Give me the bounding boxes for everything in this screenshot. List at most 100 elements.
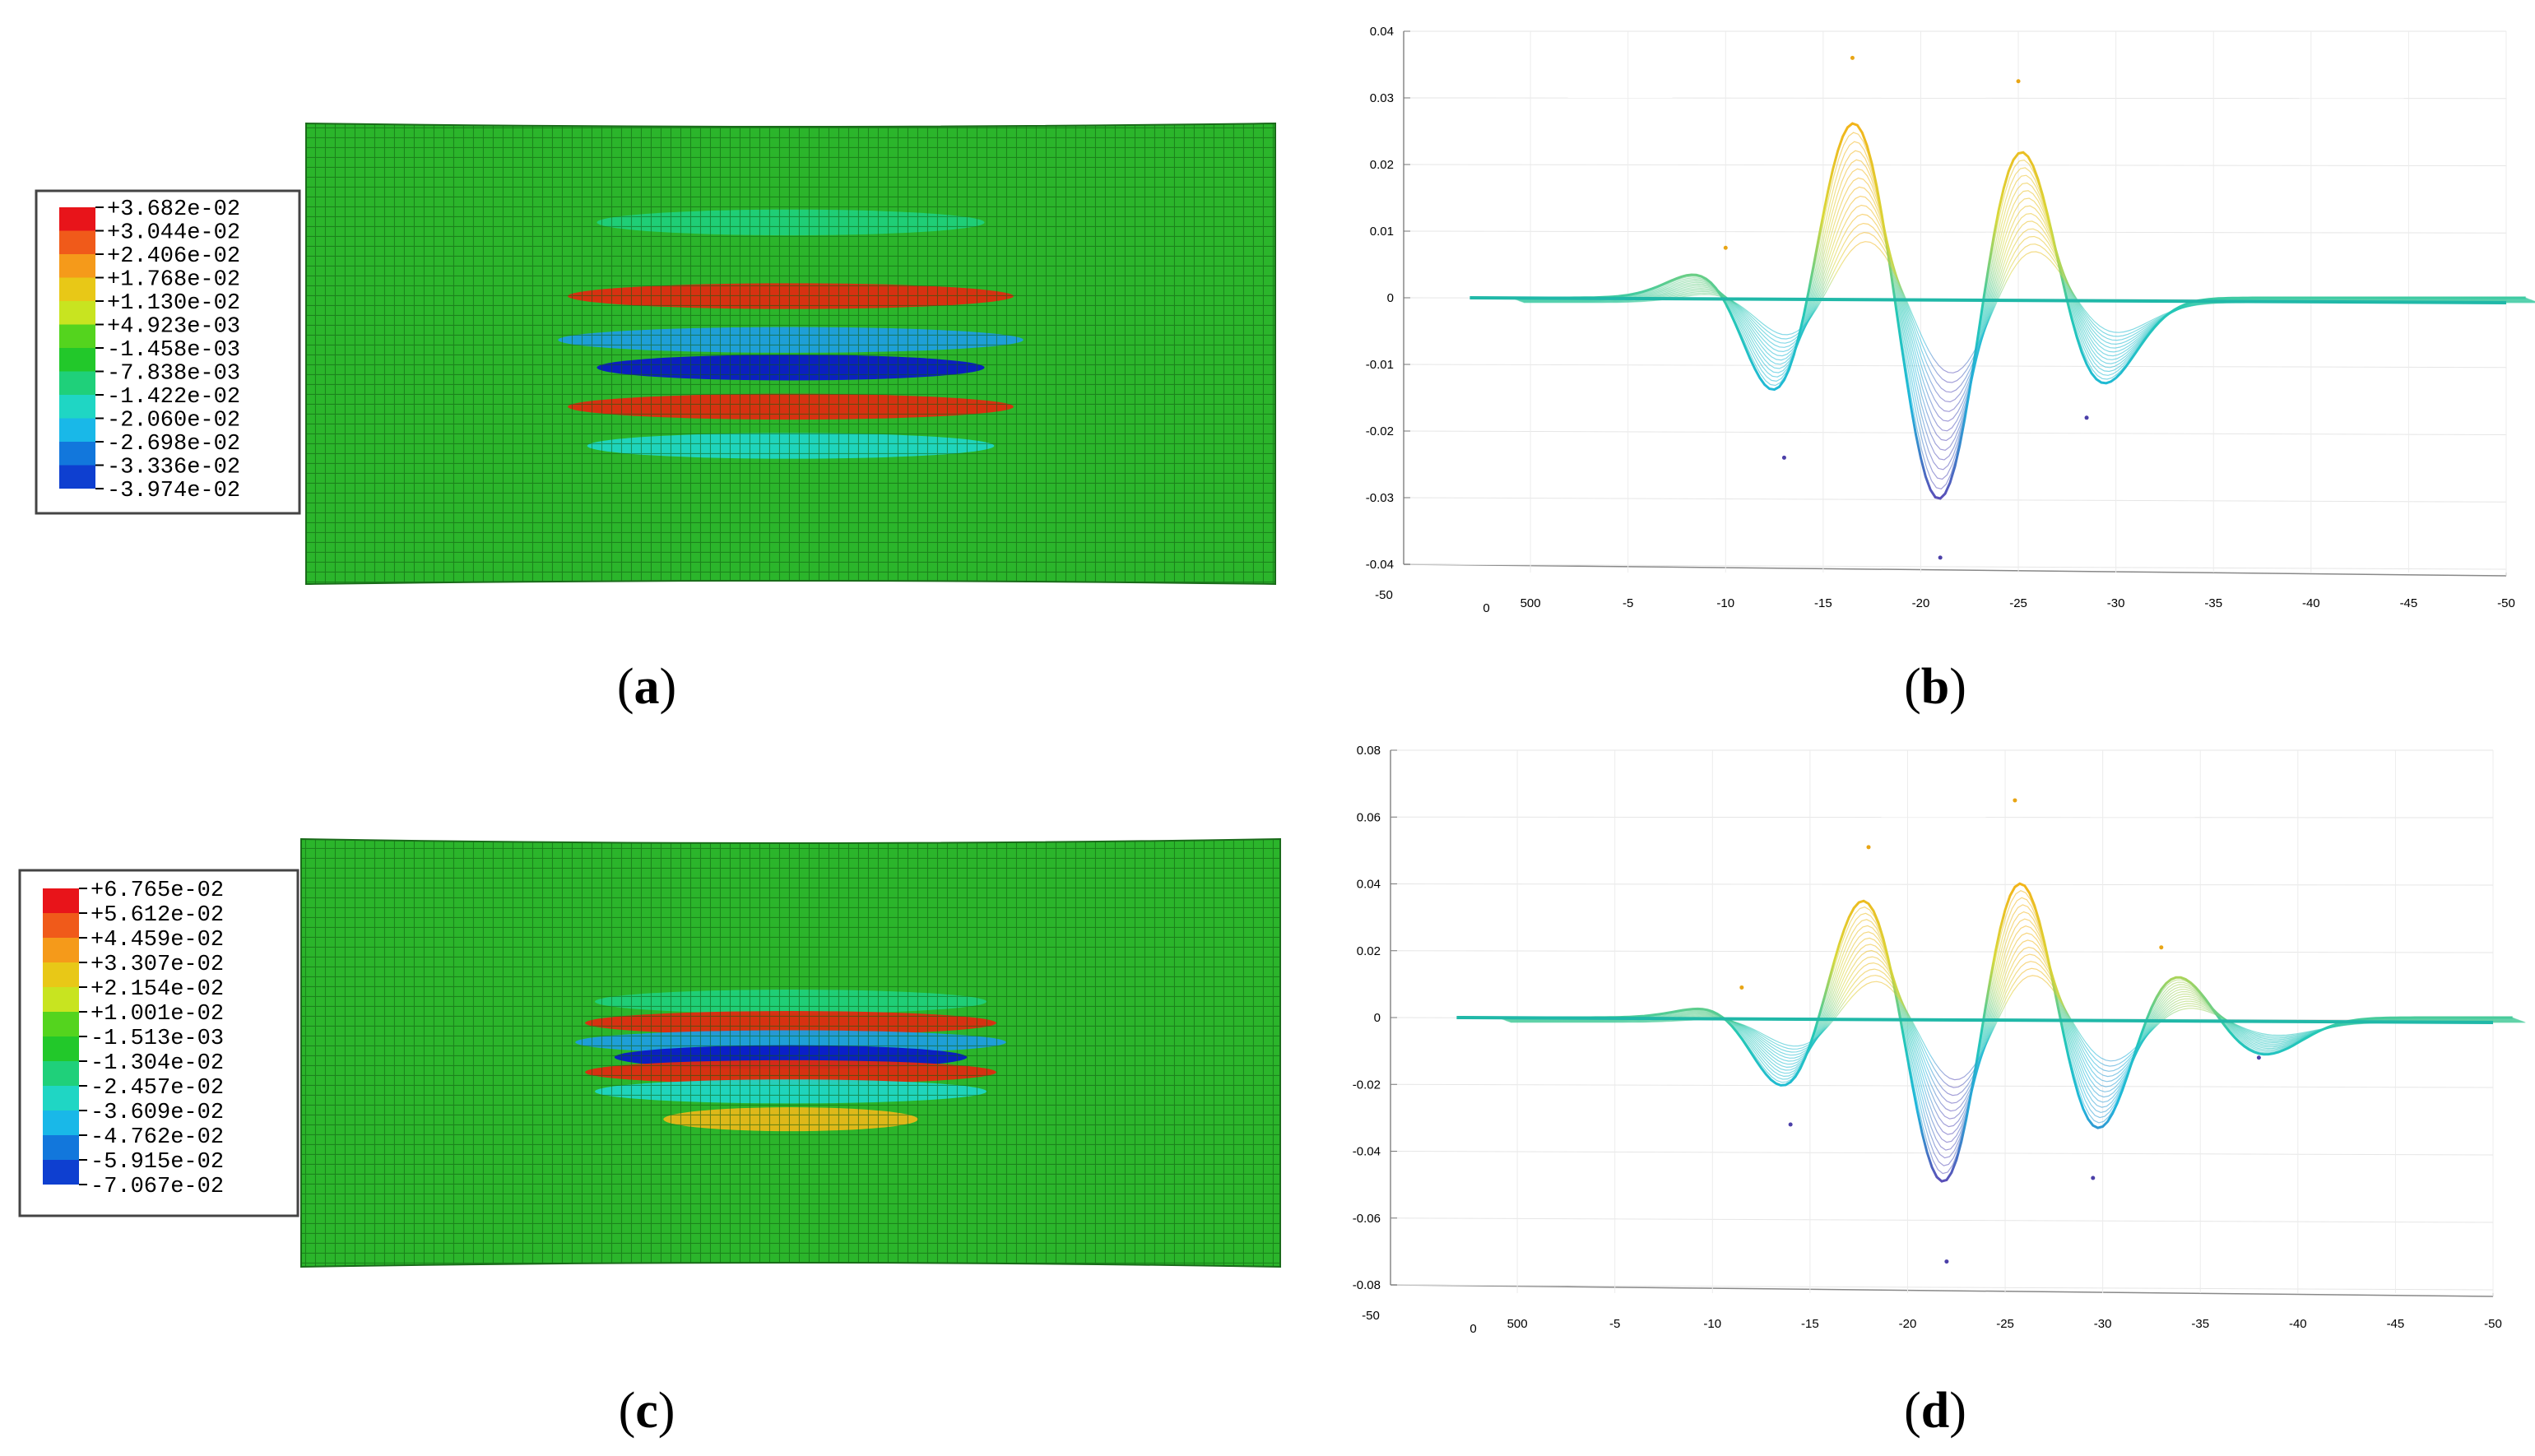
legend-swatch	[43, 913, 79, 938]
panel-a-legend: +3.682e-02+3.044e-02+2.406e-02+1.768e-02…	[35, 189, 301, 515]
legend-value: -3.974e-02	[107, 479, 240, 503]
mesh-grid	[306, 123, 1275, 584]
depth-tick-label: -50	[1362, 1309, 1380, 1323]
series-line	[1508, 961, 2523, 1097]
peak-point	[1850, 55, 1855, 60]
x-tick-label: -50	[2484, 1317, 2502, 1331]
mesh-grid	[301, 839, 1280, 1267]
series-line	[1515, 159, 2530, 461]
legend-swatch	[59, 324, 95, 348]
legend-value: -1.513e-03	[91, 1027, 224, 1051]
y-tick-label: 0.02	[1370, 158, 1394, 172]
baseline	[1469, 296, 2507, 304]
series-line	[1504, 932, 2520, 1128]
legend-swatch	[59, 207, 95, 231]
panel-b-surface-plot: 0.04 0.03 0.02 0.01 0 -0.01 -0.02 -0.03 -0.04 500…	[1366, 25, 2535, 615]
legend-swatch	[43, 1061, 79, 1086]
panel-d-surface-plot: 0.08 0.06 0.04 0.02 0 -0.02 -0.04 -0.06 -0.08 500…	[1353, 744, 2526, 1336]
y-tick-label: 0	[1374, 1011, 1381, 1025]
grid-line	[1403, 97, 2507, 100]
grid-line	[1403, 563, 2507, 570]
legend-value: +3.682e-02	[107, 197, 240, 222]
x-tick-label: -40	[2289, 1317, 2307, 1331]
legend-value: +1.768e-02	[107, 268, 240, 293]
x-tick-label: -30	[2094, 1317, 2112, 1331]
peak-point	[2091, 1175, 2096, 1180]
grid-line	[1403, 230, 2507, 234]
grid-line	[1390, 950, 2494, 953]
grid-line	[1390, 1083, 2494, 1088]
legend-swatch	[59, 348, 95, 372]
series-line	[1516, 168, 2531, 451]
y-tick-label: -0.06	[1353, 1212, 1381, 1226]
series-line	[1511, 975, 2526, 1081]
series-line	[1507, 953, 2523, 1104]
y-tick-label: 0.03	[1370, 91, 1394, 105]
series-line	[1503, 925, 2519, 1135]
peak-point	[2256, 1055, 2261, 1060]
peak-point	[2016, 79, 2021, 84]
y-tick-label: 0.02	[1357, 944, 1381, 958]
x-tick-label: -40	[2302, 596, 2320, 610]
series-line	[1521, 213, 2535, 403]
grid-line	[1390, 883, 2494, 886]
plate-outline	[300, 837, 1281, 1268]
grid-line	[1403, 497, 2507, 503]
legend-swatch	[59, 395, 95, 419]
series-line	[1511, 132, 2527, 489]
legend-swatch	[59, 254, 95, 278]
legend-swatch	[43, 938, 79, 962]
grid-line	[1403, 364, 2507, 369]
grid-line	[1403, 430, 2507, 435]
legend-swatch	[43, 1135, 79, 1160]
series-line	[1502, 911, 2517, 1151]
peak-point	[1739, 985, 1744, 990]
y-tick-label: -0.04	[1366, 558, 1394, 572]
depth-tick-label: 0	[1469, 1322, 1476, 1336]
legend-value: +1.001e-02	[91, 1002, 224, 1027]
series-line	[1514, 150, 2529, 471]
y-tick-label: 0.08	[1357, 744, 1381, 758]
series-line	[1512, 141, 2528, 480]
legend-value: -1.304e-02	[91, 1051, 224, 1076]
x-tick-label: -25	[1996, 1317, 2014, 1331]
x-tick-label: -15	[1814, 596, 1832, 610]
panel-c-legend: +6.765e-02+5.612e-02+4.459e-02+3.307e-02…	[18, 869, 299, 1217]
grid-line	[1403, 164, 2507, 166]
x-tick-label: 500	[1507, 1317, 1528, 1331]
x-tick-label: -10	[1716, 596, 1734, 610]
legend-swatch	[43, 987, 79, 1012]
series-line	[1524, 241, 2535, 373]
y-tick-label: 0.06	[1357, 810, 1381, 824]
peak-point	[1938, 555, 1943, 560]
depth-tick-label: 0	[1483, 601, 1489, 615]
legend-swatch	[43, 1160, 79, 1185]
legend-swatch	[59, 301, 95, 325]
panel-label-b: (b)	[1904, 659, 1966, 715]
series-line	[1501, 904, 2516, 1159]
legend-swatch	[43, 1086, 79, 1111]
legend-swatch	[59, 418, 95, 442]
baseline	[1456, 1016, 2494, 1024]
legend-value: -7.067e-02	[91, 1175, 224, 1199]
legend-value: -4.762e-02	[91, 1125, 224, 1150]
legend-swatch	[59, 442, 95, 466]
series-line	[1520, 204, 2535, 412]
grid-line	[1390, 816, 2494, 818]
peak-point	[1866, 845, 1871, 850]
x-tick-label: -15	[1801, 1317, 1819, 1331]
legend-value: +5.612e-02	[91, 903, 224, 928]
panel-a-contour-plot: +3.682e-02+3.044e-02+2.406e-02+1.768e-02…	[35, 122, 1276, 586]
legend-value: +2.154e-02	[91, 977, 224, 1002]
peak-point	[1788, 1122, 1793, 1127]
legend-value: -3.609e-02	[91, 1101, 224, 1125]
legend-swatch	[59, 465, 95, 489]
peak-point	[2159, 945, 2164, 950]
y-tick-label: -0.03	[1366, 491, 1394, 505]
legend-swatch	[43, 962, 79, 987]
peak-point	[1781, 455, 1786, 460]
panel-label-c: (c)	[619, 1383, 676, 1439]
legend-swatch	[59, 277, 95, 301]
grid-line	[1390, 1284, 2494, 1291]
